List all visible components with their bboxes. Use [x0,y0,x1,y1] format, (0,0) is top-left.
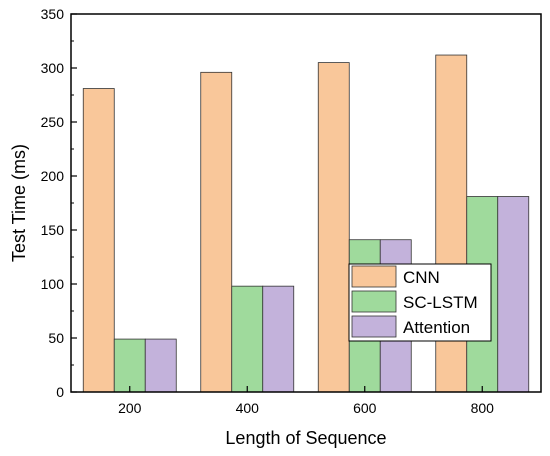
y-tick-label: 250 [41,114,65,130]
bar-cnn-600 [317,62,350,393]
bar-attention-800 [497,196,530,393]
y-axis-title: Test Time (ms) [9,144,29,262]
y-axis: 0 50 100 150 200 250 300 350 [41,6,77,400]
bar-cnn-400 [200,71,233,393]
legend-label-cnn: CNN [403,268,440,287]
y-tick-label: 150 [41,222,65,238]
x-tick-label: 400 [236,400,260,416]
bar-attention-400 [262,285,295,393]
x-axis: 200 400 600 800 [118,386,494,416]
y-tick-label: 200 [41,168,65,184]
bar-sc-lstm-400 [231,285,264,393]
x-tick-label: 600 [353,400,377,416]
y-tick-label: 0 [56,384,64,400]
legend-swatch-sc-lstm [351,290,397,313]
legend-swatch-attention [351,315,397,338]
bar-sc-lstm-200 [113,338,146,393]
x-tick-label: 200 [118,400,142,416]
x-axis-title: Length of Sequence [225,428,386,448]
x-tick-label: 800 [471,400,495,416]
y-tick-label: 300 [41,60,65,76]
y-tick-label: 350 [41,6,65,22]
legend-swatch-cnn [351,265,397,288]
bar-attention-200 [144,338,177,393]
legend-label-sc-lstm: SC-LSTM [403,293,478,312]
y-tick-label: 100 [41,276,65,292]
bar-cnn-200 [82,88,115,393]
legend: CNN SC-LSTM Attention [348,263,492,342]
y-tick-label: 50 [48,330,64,346]
legend-label-attention: Attention [403,318,470,337]
